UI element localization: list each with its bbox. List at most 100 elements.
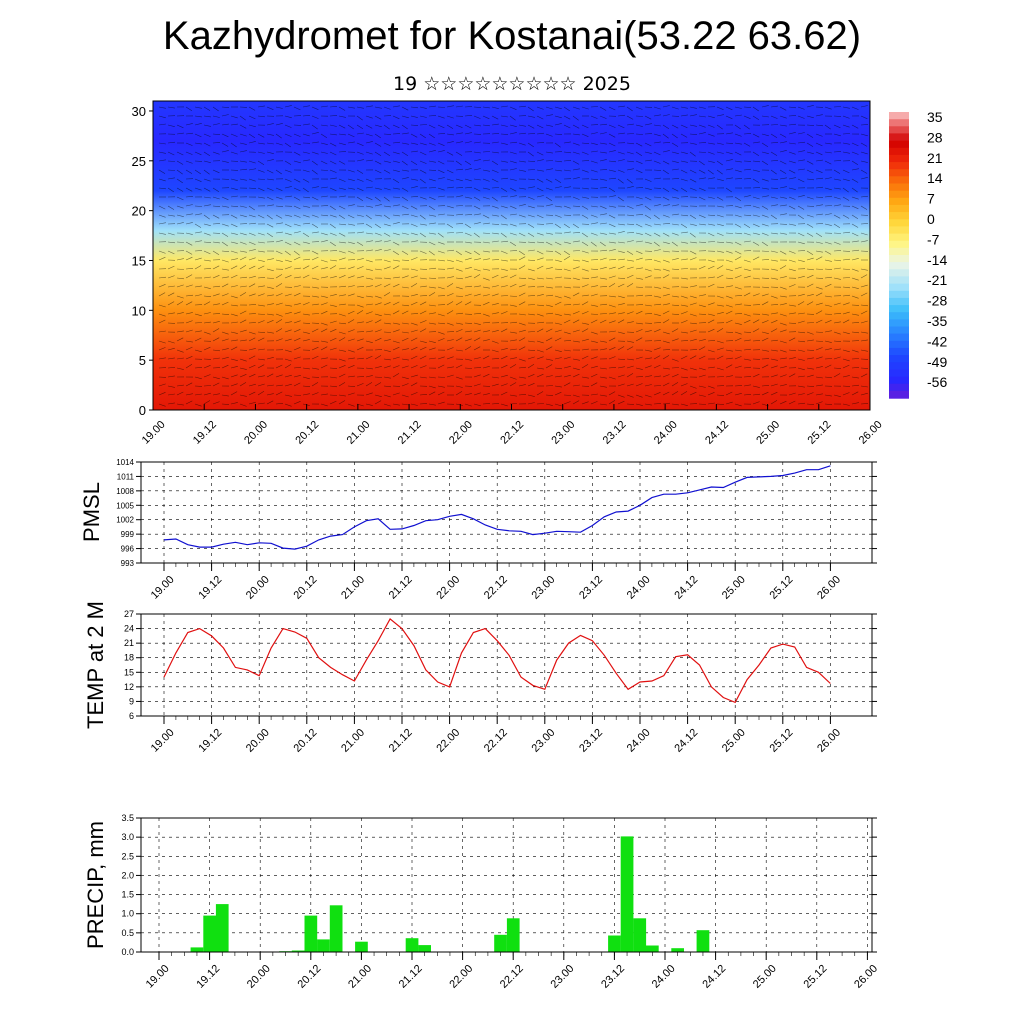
temp-panel-x-tick-label: 26.00	[815, 727, 843, 755]
temp-panel-x-tick-label: 24.12	[672, 727, 700, 755]
colorbar-label: -35	[927, 313, 947, 329]
heatmap-y-tick-label: 10	[132, 303, 146, 318]
pmsl-panel-x-tick-label: 19.12	[196, 574, 224, 602]
precip-panel-y-tick-label: 3.0	[121, 832, 134, 842]
heatmap-y-tick-label: 30	[132, 104, 146, 119]
heatmap-y-tick-label: 15	[132, 253, 146, 268]
pmsl-panel-x-tick-label: 20.00	[244, 574, 272, 602]
temp-panel-x-tick-label: 20.00	[244, 727, 272, 755]
temp-panel-y-tick-label: 6	[129, 711, 134, 721]
temp-panel-x-tick-label: 19.12	[196, 727, 224, 755]
temp-panel-series-line	[163, 617, 831, 704]
temp-panel-y-axis-label: TEMP at 2 M	[83, 601, 108, 729]
precip-panel-x-tick-label: 25.12	[802, 963, 830, 991]
temp-panel-y-tick-label: 18	[124, 653, 134, 663]
pmsl-panel-x-tick-label: 23.12	[577, 574, 605, 602]
temp-panel-x-tick-label: 24.00	[625, 727, 653, 755]
heatmap-x-tick-label: 20.00	[242, 419, 270, 447]
temp-panel-x-tick-label: 25.12	[768, 727, 796, 755]
pmsl-panel-frame	[140, 461, 873, 564]
pmsl-panel-x-tick-label: 24.00	[625, 574, 653, 602]
precip-panel-x-tick-label: 25.00	[751, 963, 779, 991]
precip-bar	[506, 918, 520, 952]
precip-panel-y-tick-label: 2.0	[121, 870, 134, 880]
heatmap-y-tick-label: 5	[139, 353, 146, 368]
precip-panel-y-axis-label: PRECIP, mm	[83, 821, 108, 949]
pmsl-panel: 993 996 999 1002 1005 1008 1011 1014 19.00 19.12 2…	[79, 458, 877, 602]
pmsl-panel-x-tick-label: 21.00	[339, 574, 367, 602]
precip-panel: 0.0 0.5 1.0 1.5 2.0 2.5 3.0 3.5 19.00 19.12 20.00 2…	[83, 813, 880, 991]
pmsl-panel-x-tick-label: 21.12	[387, 574, 415, 602]
pmsl-panel-y-tick-label: 999	[121, 530, 135, 539]
heatmap-y-tick-label: 0	[139, 403, 146, 418]
pmsl-panel-x-tick-label: 23.00	[530, 574, 558, 602]
temp-panel-x-tick-label: 19.00	[149, 727, 177, 755]
pmsl-panel-x-tick-label: 22.00	[434, 574, 462, 602]
precip-bar	[304, 915, 318, 952]
pmsl-panel-y-tick-label: 1005	[116, 501, 134, 510]
pmsl-panel-y-tick-label: 1002	[116, 516, 134, 525]
precip-panel-frame	[140, 817, 873, 953]
heatmap-y-tick-label: 20	[132, 204, 146, 219]
precip-panel-x-tick-label: 19.00	[144, 963, 172, 991]
precip-bar	[494, 934, 507, 952]
precip-bar	[646, 945, 659, 952]
precip-panel-x-tick-label: 19.12	[194, 963, 222, 991]
pmsl-panel-series-line	[163, 465, 831, 550]
heatmap-x-tick-label: 25.12	[806, 419, 834, 447]
precip-panel-x-tick-label: 21.00	[346, 963, 374, 991]
heatmap-x-tick-label: 24.00	[652, 419, 680, 447]
precip-bar	[405, 938, 419, 952]
pmsl-panel-x-tick-label: 25.12	[768, 574, 796, 602]
colorbar-label: -7	[927, 231, 940, 247]
precip-panel-x-tick-label: 26.00	[852, 963, 880, 991]
precip-bar	[620, 836, 634, 952]
precip-bar	[317, 939, 330, 952]
heatmap-x-tick-label: 21.00	[345, 419, 373, 447]
pmsl-panel-y-axis-label: PMSL	[79, 482, 104, 542]
temp-panel-x-tick-label: 21.12	[387, 727, 415, 755]
colorbar-label: -28	[927, 293, 947, 309]
heatmap-x-tick-label: 19.00	[140, 419, 168, 447]
colorbar-label: 0	[927, 211, 935, 227]
colorbar-label: -42	[927, 333, 947, 349]
heatmap-x-tick-label: 23.12	[601, 419, 629, 447]
precip-panel-x-tick-label: 23.00	[549, 963, 577, 991]
pmsl-panel-x-tick-label: 25.00	[720, 574, 748, 602]
precip-panel-y-tick-label: 0.0	[121, 947, 134, 957]
wind-barbs	[158, 105, 869, 407]
colorbar: 35 28 21 14 7 0 -7 -14 -21 -28 -35 -42 -49 -56	[889, 109, 947, 399]
temp-panel-x-tick-label: 23.00	[530, 727, 558, 755]
temp-panel-x-tick-label: 22.12	[482, 727, 510, 755]
temp-panel-y-tick-label: 12	[124, 682, 134, 692]
precip-bar	[203, 915, 216, 952]
heatmap-field	[153, 101, 870, 410]
temp-panel-y-tick-label: 9	[129, 696, 134, 706]
temp-panel-y-tick-label: 24	[124, 624, 134, 634]
precip-panel-y-tick-label: 3.5	[121, 813, 134, 823]
colorbar-label: -56	[927, 374, 947, 390]
temp-panel-x-tick-label: 21.00	[339, 727, 367, 755]
precip-panel-y-tick-label: 2.5	[121, 851, 134, 861]
temp-panel-y-tick-label: 15	[124, 667, 134, 677]
heatmap-x-tick-label: 19.12	[191, 419, 219, 447]
pmsl-panel-y-tick-label: 996	[121, 545, 135, 554]
temp-panel-frame	[140, 613, 873, 717]
pmsl-panel-y-tick-label: 1011	[117, 472, 135, 481]
colorbar-label: -21	[927, 272, 947, 288]
temp-panel-x-tick-label: 23.12	[577, 727, 605, 755]
precip-panel-y-tick-label: 0.5	[121, 928, 134, 938]
pmsl-panel-x-tick-label: 20.12	[292, 574, 320, 602]
heatmap-x-tick-label: 21.12	[396, 419, 424, 447]
precip-bar	[418, 945, 431, 952]
precip-panel-x-tick-label: 24.00	[650, 963, 678, 991]
heatmap-x-tick-label: 22.12	[498, 419, 526, 447]
heatmap-panel: 0 5 10 15 20 25 30 19.00 19.12 20.00 20.12 21.00 21.…	[132, 100, 885, 447]
precip-panel-x-tick-label: 22.00	[447, 963, 475, 991]
temp-panel-y-tick-label: 27	[124, 609, 134, 619]
precip-bar	[608, 935, 621, 952]
colorbar-label: 28	[927, 129, 943, 145]
precip-panel-x-tick-label: 24.12	[700, 963, 728, 991]
precip-bar	[355, 941, 368, 952]
